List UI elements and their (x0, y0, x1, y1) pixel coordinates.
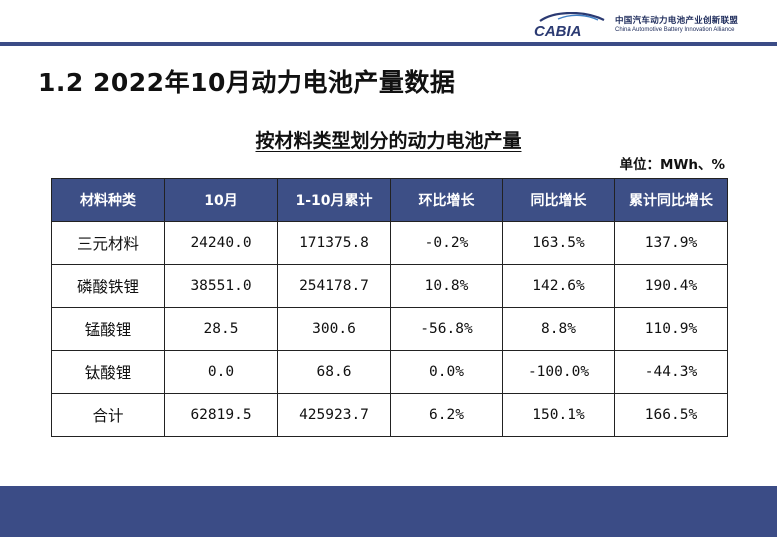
cell-ytd: 254178.7 (277, 264, 391, 308)
cell-yoy: 150.1% (502, 393, 615, 437)
cabia-logo-lettering: CABIA (534, 23, 582, 38)
cell-cum-yoy: 110.9% (614, 307, 728, 351)
table-row: 三元材料 24240.0 171375.8 -0.2% 163.5% 137.9… (51, 221, 728, 265)
cell-october: 38551.0 (164, 264, 278, 308)
cell-material: 三元材料 (51, 221, 165, 265)
table-row: 磷酸铁锂 38551.0 254178.7 10.8% 142.6% 190.4… (51, 264, 728, 308)
table-row: 锰酸锂 28.5 300.6 -56.8% 8.8% 110.9% (51, 307, 728, 351)
cabia-logo-mark: CABIA (532, 12, 610, 38)
cell-october: 24240.0 (164, 221, 278, 265)
cell-cum-yoy: 166.5% (614, 393, 728, 437)
cell-mom: 0.0% (390, 350, 503, 394)
header-yoy-growth: 同比增长 (502, 178, 615, 222)
cell-cum-yoy: 137.9% (614, 221, 728, 265)
alliance-name-cn: 中国汽车动力电池产业创新联盟 (615, 16, 739, 26)
header-material-type: 材料种类 (51, 178, 165, 222)
table-row: 钛酸锂 0.0 68.6 0.0% -100.0% -44.3% (51, 350, 728, 394)
header-cumulative-yoy-growth: 累计同比增长 (614, 178, 728, 222)
battery-production-table: 材料种类 10月 1-10月累计 环比增长 同比增长 累计同比增长 三元材料 2… (51, 178, 728, 437)
cell-october: 28.5 (164, 307, 278, 351)
slide-title: 1.2 2022年10月动力电池产量数据 (38, 68, 456, 97)
header-october: 10月 (164, 178, 278, 222)
cell-material: 合计 (51, 393, 165, 437)
table-title: 按材料类型划分的动力电池产量 (0, 126, 777, 153)
cell-ytd: 300.6 (277, 307, 391, 351)
header-mom-growth: 环比增长 (390, 178, 503, 222)
cell-yoy: 163.5% (502, 221, 615, 265)
cell-mom: 6.2% (390, 393, 503, 437)
cell-ytd: 171375.8 (277, 221, 391, 265)
cell-material: 磷酸铁锂 (51, 264, 165, 308)
cell-cum-yoy: -44.3% (614, 350, 728, 394)
cell-october: 62819.5 (164, 393, 278, 437)
cell-material: 锰酸锂 (51, 307, 165, 351)
table-header-row: 材料种类 10月 1-10月累计 环比增长 同比增长 累计同比增长 (51, 178, 728, 222)
unit-label: 单位：MWh、% (619, 157, 725, 173)
cell-yoy: 142.6% (502, 264, 615, 308)
header-ytd-cumulative: 1-10月累计 (277, 178, 391, 222)
cell-mom: 10.8% (390, 264, 503, 308)
cell-mom: -0.2% (390, 221, 503, 265)
cell-ytd: 68.6 (277, 350, 391, 394)
cabia-logo: CABIA 中国汽车动力电池产业创新联盟 China Automotive Ba… (532, 12, 772, 40)
cell-ytd: 425923.7 (277, 393, 391, 437)
cell-cum-yoy: 190.4% (614, 264, 728, 308)
header-bar (0, 42, 777, 46)
cell-yoy: 8.8% (502, 307, 615, 351)
footer-bar (0, 486, 777, 537)
cell-october: 0.0 (164, 350, 278, 394)
alliance-name-en: China Automotive Battery Innovation Alli… (615, 27, 735, 33)
cell-mom: -56.8% (390, 307, 503, 351)
cell-material: 钛酸锂 (51, 350, 165, 394)
table-title-text: 按材料类型划分的动力电池产量 (255, 130, 522, 152)
table-total-row: 合计 62819.5 425923.7 6.2% 150.1% 166.5% (51, 393, 728, 437)
cell-yoy: -100.0% (502, 350, 615, 394)
